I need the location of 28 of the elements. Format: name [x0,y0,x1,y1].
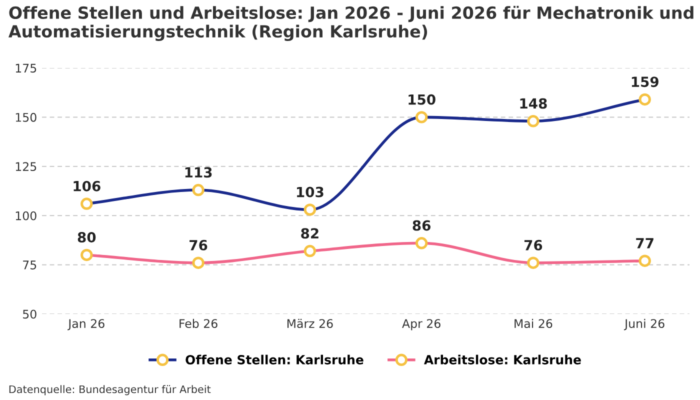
x-tick-label: März 26 [287,318,333,328]
legend-label: Arbeitslose: Karlsruhe [424,354,581,364]
data-label: 103 [297,186,324,198]
x-tick-label: Feb 26 [180,318,218,328]
y-tick-label: 125 [16,162,36,172]
y-tick-label: 75 [23,260,36,270]
data-label: 77 [636,238,654,248]
legend-label: Offene Stellen: Karlsruhe [186,354,364,364]
x-tick-label: Juni 26 [624,318,664,330]
data-label: 113 [185,167,212,178]
data-label: 106 [74,180,100,192]
x-tick-label: Apr 26 [402,319,440,330]
x-tick-label: Mai 26 [514,318,552,328]
x-tick-label: Jan 26 [68,319,104,330]
data-label: 76 [190,240,208,250]
y-tick-label: 150 [16,112,36,122]
data-label: 82 [301,228,318,239]
data-label: 159 [632,76,658,88]
data-label: 150 [408,94,436,105]
chart-title: Offene Stellen und Arbeitslose: Jan 2026 - Juni 2026 für Mechatronik und Automatisierungstechnik (Region Karlsruhe) [8,6,694,42]
data-label: 148 [520,98,547,109]
text: Datenquelle: Bundesagentur für Arbeit [9,385,211,396]
data-label: 80 [78,232,96,243]
y-tick-label: 50 [23,310,36,319]
data-label: 76 [524,240,542,250]
y-tick-label: 100 [16,211,36,220]
y-tick-label: 175 [16,64,36,73]
data-label: 86 [412,220,430,231]
